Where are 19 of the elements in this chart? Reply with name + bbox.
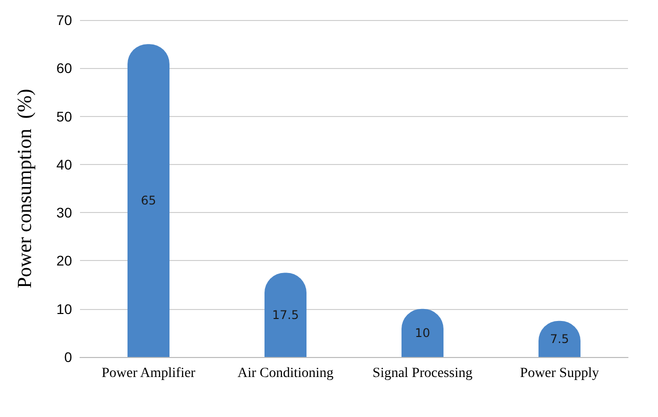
data-label: 10: [414, 326, 430, 340]
y-tick-label: 70: [56, 12, 72, 28]
data-label: 17.5: [272, 308, 299, 322]
y-axis-title: Power consumption (%): [14, 88, 36, 288]
y-tick-label: 60: [56, 60, 72, 76]
y-tick-label: 20: [56, 252, 72, 269]
data-label: 7.5: [550, 332, 570, 346]
x-tick-label: Air Conditioning: [237, 366, 334, 381]
y-tick-label: 50: [56, 108, 72, 124]
data-label: 65: [140, 194, 156, 208]
x-tick-label: Power Amplifier: [102, 366, 196, 381]
bar: [264, 272, 306, 357]
y-tick-label: 10: [56, 300, 72, 317]
y-tick-label: 40: [56, 156, 72, 172]
x-tick-label: Signal Processing: [372, 366, 472, 381]
y-tick-label: 0: [64, 349, 72, 365]
x-tick-label: Power Supply: [520, 366, 599, 381]
bar: [128, 44, 170, 357]
y-tick-label: 30: [56, 204, 72, 221]
